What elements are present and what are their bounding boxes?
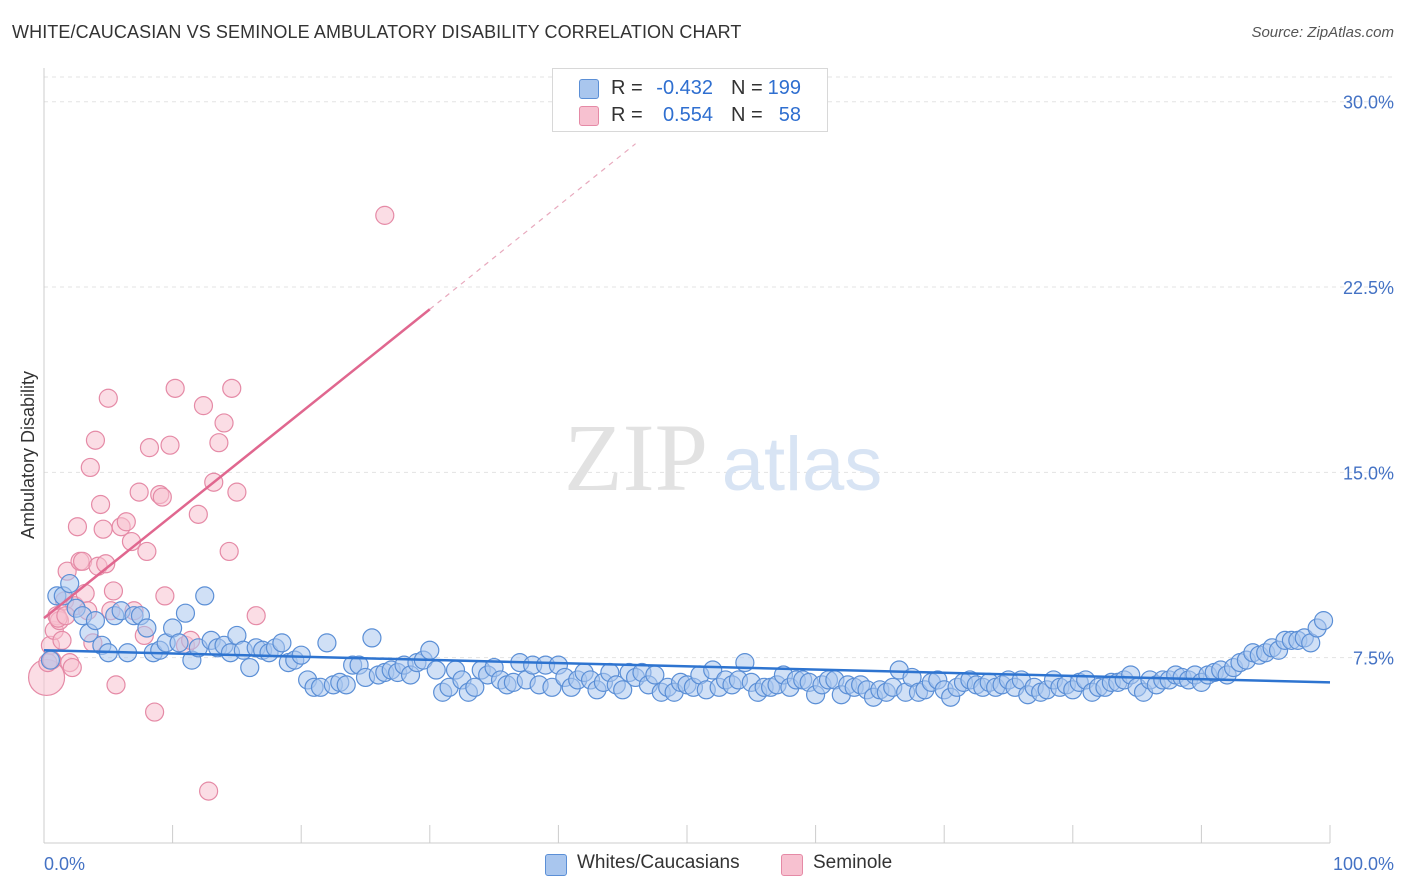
seminole-trend-line [43,308,431,620]
seminole-point [85,430,106,450]
y-tick-label: 7.5% [1353,649,1394,669]
seminole-point [129,482,149,502]
axes [43,68,1331,844]
legend-r-label: R = [611,104,643,126]
bottom-legend-label: Whites/Caucasians [577,852,740,873]
white-point [60,573,80,594]
x-tick-label-min: 0.0% [44,854,85,874]
legend-n-label: N = [731,104,763,126]
seminole-point [98,388,118,408]
seminole-point [137,541,157,562]
y-tick-labels: 7.5% 15.0% 22.5% 30.0% [1343,93,1394,669]
seminole-trend-extension [429,143,636,310]
gridlines [44,76,1394,659]
seminole-point [152,487,172,507]
seminole-point [90,494,111,515]
seminole-point [139,438,160,458]
white-point [240,657,260,678]
seminole-point [165,378,185,398]
seminole-point [188,504,208,524]
seminole-point [62,657,82,678]
white-point [613,680,633,700]
seminole-point [52,630,72,650]
legend-n-value: 199 [767,77,801,99]
trend-lines [43,143,1331,684]
chart-title: WHITE/CAUCASIAN VS SEMINOLE AMBULATORY D… [12,22,742,42]
white-point [703,660,723,680]
source-label: Source: ZipAtlas.com [1251,24,1394,41]
seminole-point [209,433,229,453]
legend-n-value: 58 [778,104,801,126]
legend-row-whites: R = -0.432 N = 199 [553,75,827,101]
white-point [426,660,446,680]
seminole-point [227,482,247,502]
bottom-swatch-pink [781,854,803,876]
white-points [40,573,1334,707]
seminole-point [222,378,242,398]
white-point [291,645,311,665]
watermark: ZIP atlas [564,404,882,511]
seminole-point [67,517,88,537]
white-point [195,586,215,606]
y-tick-label: 22.5% [1343,278,1394,298]
legend-swatch-pink [579,106,599,126]
seminole-point [246,606,266,626]
white-point [317,633,337,653]
legend-row-seminole: R = 0.554 N = 58 [553,102,827,128]
white-point [137,618,157,638]
watermark-atlas: atlas [722,422,883,507]
seminole-point [193,396,214,416]
seminole-point [160,435,180,455]
white-point [465,677,485,697]
watermark-zip: ZIP [564,404,708,511]
y-tick-label: 30.0% [1343,93,1394,113]
legend-n-label: N = [731,77,763,99]
legend-swatch-blue [579,79,599,99]
white-point [169,633,189,653]
white-point [272,633,292,653]
seminole-point [219,541,239,562]
y-axis-title: Ambulatory Disability [18,371,38,539]
white-point [85,611,106,631]
white-point [542,677,562,697]
bottom-legend-label: Seminole [813,852,893,873]
white-point [420,640,440,660]
seminole-point [106,675,126,695]
legend-r-value: -0.432 [656,77,713,99]
seminole-point [103,581,124,601]
seminole-point [214,413,234,433]
seminole-point [199,781,219,801]
legend-r-value: 0.554 [662,104,713,126]
x-tick-label-max: 100.0% [1333,854,1394,874]
legend-r-label: R = [611,77,643,99]
seminole-point [96,554,116,574]
legend: R = -0.432 N = 199 R = 0.554 N = 58 [552,68,828,132]
seminole-point [375,205,395,225]
bottom-swatch-blue [545,854,567,876]
white-point [362,628,382,648]
seminole-point [80,457,100,478]
seminole-point [93,519,113,539]
seminole-point [144,702,165,722]
y-tick-label: 15.0% [1343,463,1394,483]
white-point [175,603,196,623]
seminole-point [116,512,136,532]
seminole-point [155,586,175,606]
white-trend-line [43,649,1331,684]
white-point [336,675,356,695]
white-point [1313,611,1334,631]
white-point [40,650,61,670]
seminole-points [27,205,395,801]
